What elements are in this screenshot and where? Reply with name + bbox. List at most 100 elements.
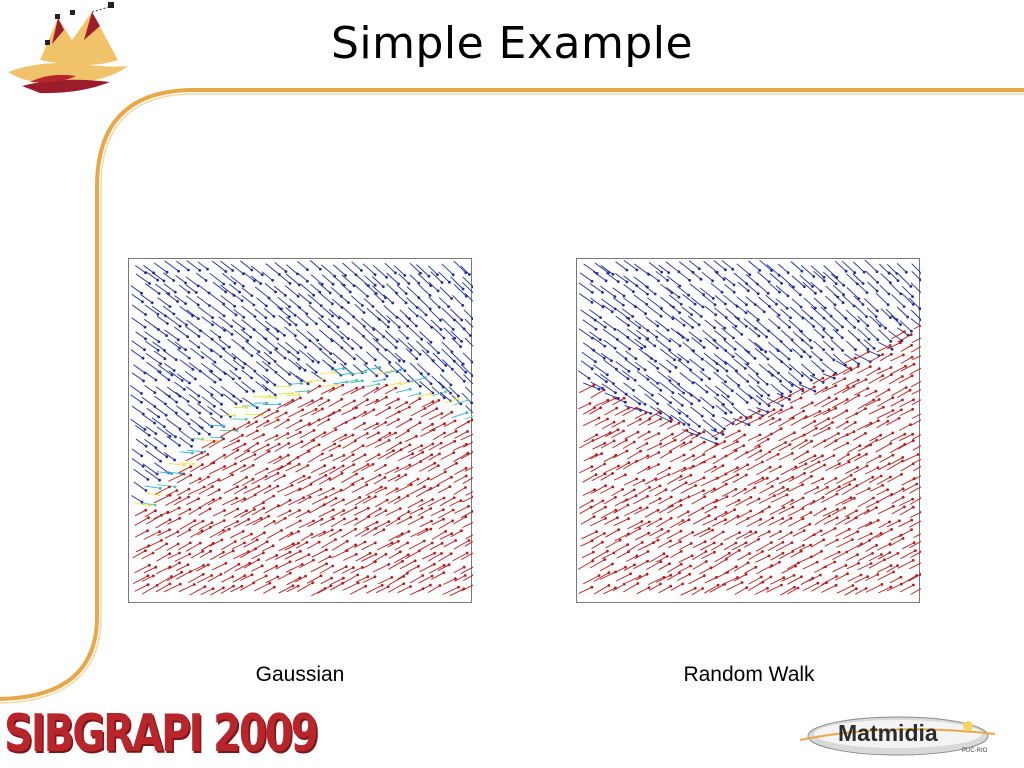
vector-arrow-head — [866, 387, 870, 390]
vector-arrow-head — [780, 395, 784, 399]
vector-arrow-head — [176, 338, 180, 342]
vector-arrow-head — [390, 541, 394, 545]
vector-arrow-head — [843, 506, 847, 510]
vector-arrow — [442, 359, 453, 370]
vector-arrow — [289, 370, 302, 382]
vector-arrow — [824, 295, 836, 306]
vector-arrow — [765, 453, 779, 461]
vector-arrow-head — [814, 291, 817, 295]
vector-arrow — [394, 361, 406, 372]
vector-arrow — [857, 444, 871, 452]
vector-arrow-head — [862, 270, 866, 274]
vector-arrow — [384, 330, 398, 342]
vector-arrow-head — [374, 527, 378, 530]
vector-arrow — [579, 440, 594, 449]
vector-arrow — [331, 298, 343, 308]
vector-arrow-head — [325, 548, 328, 552]
vector-arrow — [295, 338, 306, 348]
vector-arrow-head — [781, 551, 785, 555]
vector-arrow-head — [779, 530, 782, 533]
vector-arrow — [625, 359, 639, 370]
vector-arrow-head — [287, 384, 291, 388]
vector-arrow — [439, 533, 452, 540]
vector-arrow — [330, 368, 344, 371]
vector-arrow — [166, 386, 180, 397]
vector-arrow — [229, 434, 243, 443]
vector-arrow — [341, 379, 357, 383]
vector-arrow — [420, 454, 432, 462]
vector-arrow-head — [321, 407, 324, 411]
random-walk-caption: Random Walk — [683, 663, 815, 686]
vector-arrow — [810, 281, 822, 292]
vector-arrow — [667, 375, 679, 385]
vector-arrow-head — [308, 495, 312, 499]
vector-arrow-head — [624, 400, 627, 404]
vector-arrow-head — [268, 394, 272, 398]
vector-arrow-head — [156, 312, 160, 316]
vector-arrow-head — [841, 349, 844, 352]
vector-arrow-head — [656, 382, 660, 385]
vector-arrow-head — [366, 506, 370, 510]
vector-arrow-head — [756, 292, 760, 296]
vector-arrow-head — [340, 472, 344, 475]
vector-arrow-head — [711, 405, 715, 409]
vector-arrow — [830, 339, 843, 351]
vector-arrow — [255, 318, 269, 330]
vector-arrow-head — [857, 362, 861, 366]
vector-arrow — [704, 499, 718, 508]
vector-arrow — [232, 575, 246, 583]
vector-arrow — [688, 260, 700, 270]
vector-arrow-head — [213, 380, 217, 384]
vector-arrow-head — [244, 485, 248, 489]
vector-arrow-head — [657, 451, 661, 454]
vector-arrow — [317, 488, 334, 497]
vector-arrow-head — [723, 582, 726, 586]
vector-arrow-head — [341, 383, 345, 387]
vector-arrow-head — [781, 540, 785, 544]
vector-arrow — [831, 316, 843, 328]
vector-arrow-head — [847, 516, 850, 520]
vector-arrow-head — [332, 386, 335, 390]
vector-arrow — [819, 422, 833, 431]
vector-arrow — [601, 421, 615, 430]
vector-arrow — [770, 383, 783, 395]
vector-arrow — [333, 264, 346, 276]
vector-arrow — [339, 434, 354, 442]
vector-arrow — [318, 529, 333, 538]
vector-arrow-head — [682, 453, 686, 457]
vector-arrow — [462, 441, 473, 448]
vector-arrow — [426, 341, 439, 354]
vector-arrow — [437, 564, 450, 572]
vector-arrow-head — [887, 292, 891, 296]
vector-arrow — [200, 462, 215, 471]
vector-arrow-head — [431, 391, 435, 395]
vector-arrow — [713, 496, 728, 504]
vector-arrow-head — [231, 473, 234, 477]
vector-arrow-head — [425, 527, 428, 531]
vector-arrow — [363, 367, 380, 371]
vector-arrow-head — [308, 422, 311, 425]
vector-arrow-head — [698, 424, 701, 428]
vector-arrow — [407, 517, 423, 526]
vector-arrow-head — [272, 315, 276, 318]
vector-arrow-head — [191, 438, 194, 442]
vector-arrow — [287, 531, 299, 538]
vector-arrow-head — [398, 381, 402, 385]
vector-arrow — [670, 327, 684, 338]
vector-arrow — [438, 297, 450, 307]
vector-arrow — [176, 405, 188, 415]
vector-arrow-head — [243, 442, 247, 446]
vector-arrow-head — [274, 290, 277, 294]
vector-arrow — [709, 583, 725, 593]
vector-arrow-head — [757, 334, 761, 338]
vector-arrow-head — [590, 465, 594, 469]
vector-arrow — [832, 442, 848, 451]
vector-arrow-head — [734, 324, 738, 328]
vector-arrow — [299, 430, 315, 439]
vector-arrow — [284, 550, 301, 560]
vector-arrow-head — [417, 564, 420, 568]
vector-arrow-head — [158, 486, 162, 490]
vector-arrow — [835, 421, 848, 429]
vector-arrow-head — [364, 370, 367, 374]
vector-arrow-head — [385, 383, 388, 387]
